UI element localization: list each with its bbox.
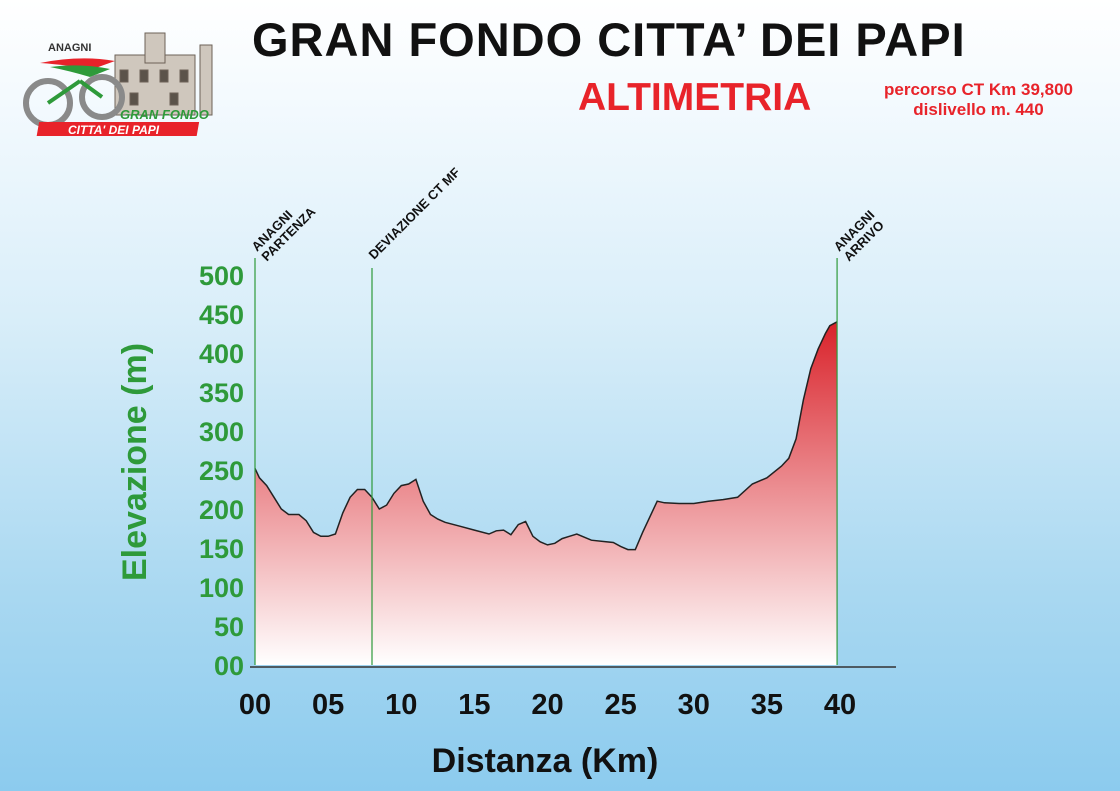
y-tick-label: 300	[199, 417, 244, 447]
marker-label: ANAGNIPARTENZA	[249, 194, 319, 264]
page-subtitle: ALTIMETRIA	[578, 76, 812, 119]
y-tick-label: 400	[199, 339, 244, 369]
y-tick-label: 00	[214, 651, 244, 681]
x-tick-label: 40	[824, 689, 856, 721]
x-tick-label: 15	[458, 689, 490, 721]
route-distance: percorso CT Km 39,800	[884, 80, 1073, 99]
y-tick-label: 450	[199, 300, 244, 330]
route-climb: dislivello m. 440	[913, 100, 1044, 119]
x-tick-label: 20	[531, 689, 563, 721]
logo-top-text: ANAGNI	[48, 42, 91, 54]
y-tick-label: 100	[199, 573, 244, 603]
y-tick-label: 500	[199, 261, 244, 291]
marker-label: ANAGNIARRIVO	[831, 207, 888, 264]
elevation-profile-line	[254, 321, 838, 551]
y-tick-label: 50	[214, 612, 244, 642]
x-tick-label: 30	[678, 689, 710, 721]
x-axis-label: Distanza (Km)	[432, 742, 659, 780]
y-axis-label: Elevazione (m)	[116, 343, 154, 581]
elevation-area	[255, 321, 838, 665]
marker-label: DEVIAZIONE CT MF	[366, 165, 463, 262]
y-tick-label: 250	[199, 456, 244, 486]
y-tick-label: 200	[199, 495, 244, 525]
page-title: GRAN FONDO CITTA’ DEI PAPI	[252, 13, 966, 66]
x-tick-label: 25	[604, 689, 636, 721]
x-tick-label: 05	[312, 689, 344, 721]
gran-fondo-logo: ANAGNI GRAN FONDO CITTA' DEI PAPI	[23, 32, 213, 137]
x-tick-label: 10	[385, 689, 417, 721]
marker-label-line: DEVIAZIONE CT MF	[366, 165, 463, 262]
logo-bottom-text: CITTA' DEI PAPI	[68, 123, 160, 137]
y-tick-label: 150	[199, 534, 244, 564]
logo-mid-text: GRAN FONDO	[120, 107, 209, 122]
x-tick-label: 00	[239, 689, 271, 721]
x-tick-label: 35	[751, 689, 783, 721]
route-info: percorso CT Km 39,800 dislivello m. 440	[856, 80, 1101, 120]
y-tick-label: 350	[199, 378, 244, 408]
